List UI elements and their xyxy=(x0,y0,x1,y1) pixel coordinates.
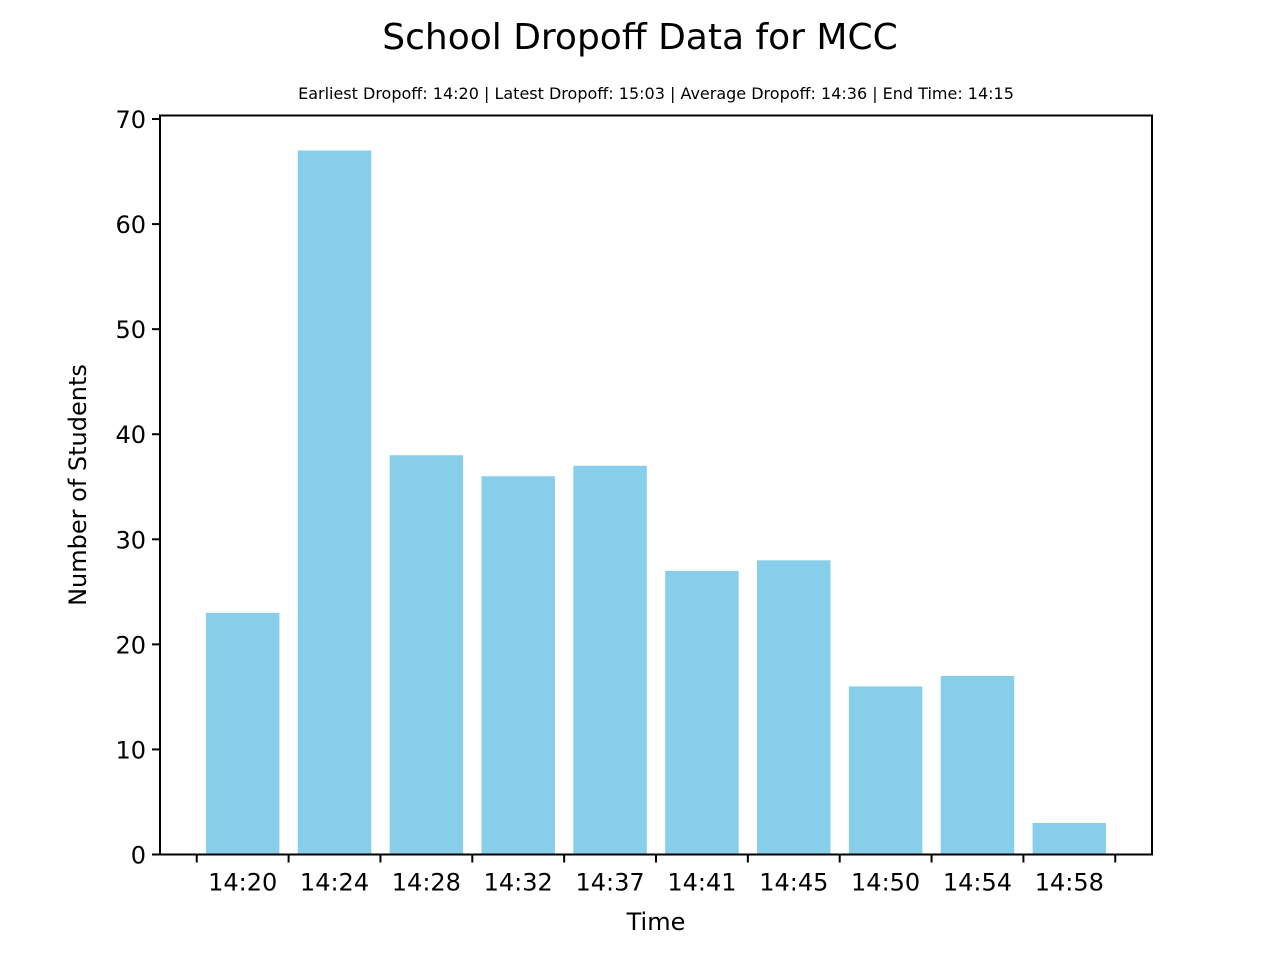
bar-1441 xyxy=(665,570,739,855)
bar-1450 xyxy=(848,686,923,855)
x-tick-label: 14:41 xyxy=(667,869,736,897)
x-tick-label: 14:54 xyxy=(943,869,1012,897)
bar-1432 xyxy=(481,476,555,855)
y-tick-label: 40 xyxy=(115,421,146,449)
bar-1445 xyxy=(757,560,831,855)
chart-title: School Dropoff Data for MCC xyxy=(382,17,898,58)
x-tick-label: 14:50 xyxy=(851,869,920,897)
x-axis-label: Time xyxy=(626,908,686,936)
plot-frame xyxy=(159,114,1153,856)
x-tick-label: 14:37 xyxy=(575,869,644,897)
bar-1428 xyxy=(389,455,464,855)
x-tick-label: 14:24 xyxy=(300,869,369,897)
bar-1437 xyxy=(573,465,647,855)
bar-1420 xyxy=(205,612,280,855)
bar-1424 xyxy=(297,150,372,855)
x-tick-label: 14:32 xyxy=(484,869,553,897)
chart-subtitle: Earliest Dropoff: 14:20 | Latest Dropoff… xyxy=(298,84,1014,103)
y-tick-label: 20 xyxy=(115,631,146,659)
x-tick-label: 14:58 xyxy=(1035,869,1104,897)
y-tick-label: 60 xyxy=(115,211,146,239)
y-axis-label: Number of Students xyxy=(64,364,92,606)
x-tick-label: 14:20 xyxy=(208,869,277,897)
y-tick-label: 50 xyxy=(115,316,146,344)
y-axis: 0 10 20 30 40 50 60 70 xyxy=(115,106,160,870)
y-tick-label: 10 xyxy=(115,736,146,764)
y-tick-label: 30 xyxy=(115,526,146,554)
bar-1454 xyxy=(940,675,1015,855)
bar-1458 xyxy=(1032,822,1107,855)
y-tick-label: 70 xyxy=(115,106,146,134)
y-tick-label: 0 xyxy=(131,842,146,870)
x-axis: 14:20 14:24 14:28 14:32 14:37 14:41 14:45 14:50… xyxy=(195,854,1117,897)
bars-group xyxy=(205,150,1107,855)
x-tick-label: 14:45 xyxy=(759,869,828,897)
x-tick-label: 14:28 xyxy=(392,869,461,897)
